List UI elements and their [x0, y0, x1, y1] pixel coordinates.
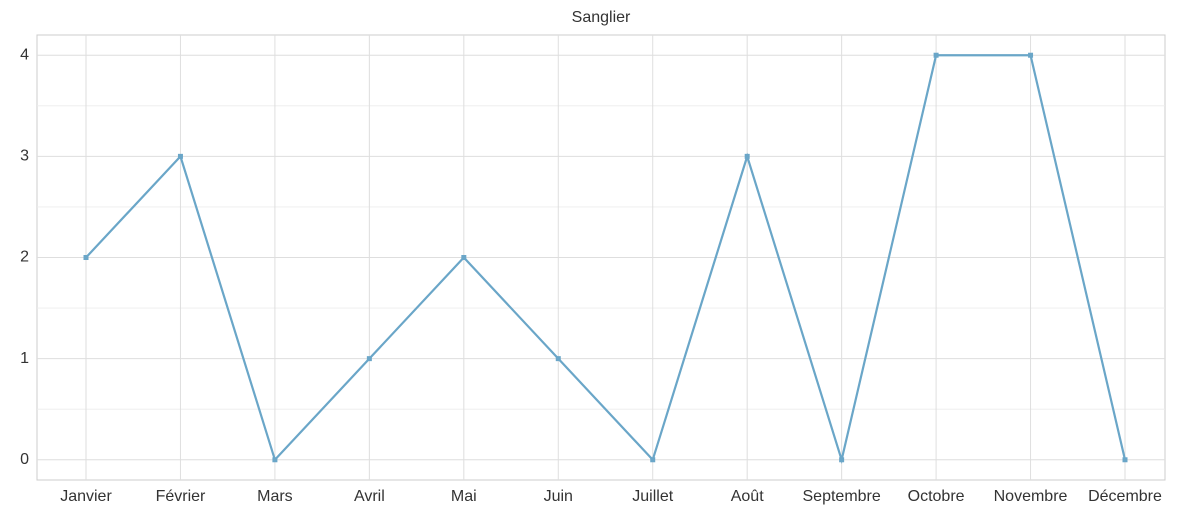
y-tick-label: 4 — [20, 46, 29, 63]
y-tick-label: 1 — [20, 350, 29, 367]
x-tick-label: Décembre — [1088, 488, 1162, 505]
point — [83, 255, 89, 260]
point — [1028, 52, 1034, 58]
x-tick-label: Octobre — [908, 488, 965, 505]
x-tick-label: Avril — [354, 488, 385, 505]
point — [744, 153, 750, 159]
point — [461, 255, 467, 260]
x-tick-label: Août — [731, 488, 764, 505]
x-tick-label: Juillet — [632, 488, 673, 505]
x-tick-label: Juin — [544, 488, 573, 505]
x-tick-label: Janvier — [60, 488, 112, 505]
point — [272, 457, 278, 463]
chart-title: Sanglier — [572, 9, 631, 26]
y-tick-label: 0 — [20, 451, 29, 468]
point — [177, 153, 183, 159]
x-tick-label: Septembre — [803, 488, 881, 505]
x-tick-label: Mai — [451, 488, 477, 505]
y-tick-label: 3 — [20, 148, 29, 165]
point — [933, 52, 939, 58]
x-tick-label: Novembre — [994, 488, 1068, 505]
y-tick-label: 2 — [20, 249, 29, 266]
point — [555, 356, 561, 362]
x-tick-label: Mars — [257, 488, 293, 505]
point — [1122, 457, 1128, 463]
point — [366, 356, 372, 362]
point — [839, 457, 845, 463]
point — [650, 457, 656, 463]
x-tick-label: Février — [156, 488, 206, 505]
line — [85, 54, 1127, 464]
